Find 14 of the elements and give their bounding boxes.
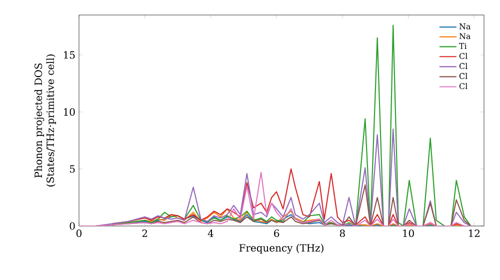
x-tick-label: 4 (208, 230, 214, 237)
x-tick-label: 10 (403, 230, 414, 238)
y-tick-label: 5 (70, 165, 75, 173)
y-tick-label: 10 (64, 108, 75, 116)
x-axis-title: Frequency (THz) (239, 244, 324, 254)
x-tick-label: 6 (274, 230, 280, 238)
x-tick-label: 8 (340, 230, 345, 238)
x-tick-label: 2 (142, 230, 148, 237)
y-tick-label: 15 (64, 51, 75, 59)
line-series (111, 24, 472, 226)
y-tick-label: 0 (70, 222, 75, 230)
x-tick-label: 0 (76, 230, 82, 238)
x-tick-label: 12 (469, 230, 480, 237)
y-axis-title: Phonon projected DOS (States/THz·primitive cell) (34, 54, 56, 186)
